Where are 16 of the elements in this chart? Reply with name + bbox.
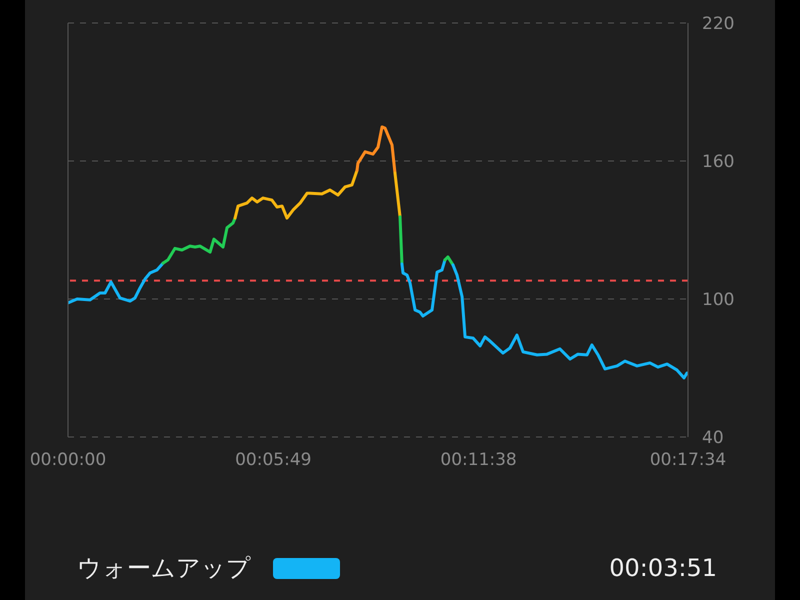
text: 00:03:51 bbox=[609, 554, 717, 582]
x-tick-label: 00:00:00 bbox=[30, 450, 106, 470]
line-series bbox=[162, 216, 237, 265]
x-tick-label: 00:17:34 bbox=[650, 450, 726, 470]
x-tick-label: 00:11:38 bbox=[440, 450, 517, 470]
x-tick-label: 00:05:49 bbox=[235, 450, 312, 470]
legend-label: ウォームアップ bbox=[77, 553, 251, 584]
y-tick-label: 220 bbox=[702, 14, 734, 34]
y-tick-label: 160 bbox=[702, 152, 734, 172]
line-series bbox=[400, 258, 446, 318]
y-tick-label: 40 bbox=[702, 428, 724, 448]
y-tick-label: 100 bbox=[702, 290, 734, 310]
line-series bbox=[356, 125, 396, 174]
line-series bbox=[234, 168, 359, 220]
line-series bbox=[451, 263, 688, 380]
line-series bbox=[68, 262, 165, 304]
